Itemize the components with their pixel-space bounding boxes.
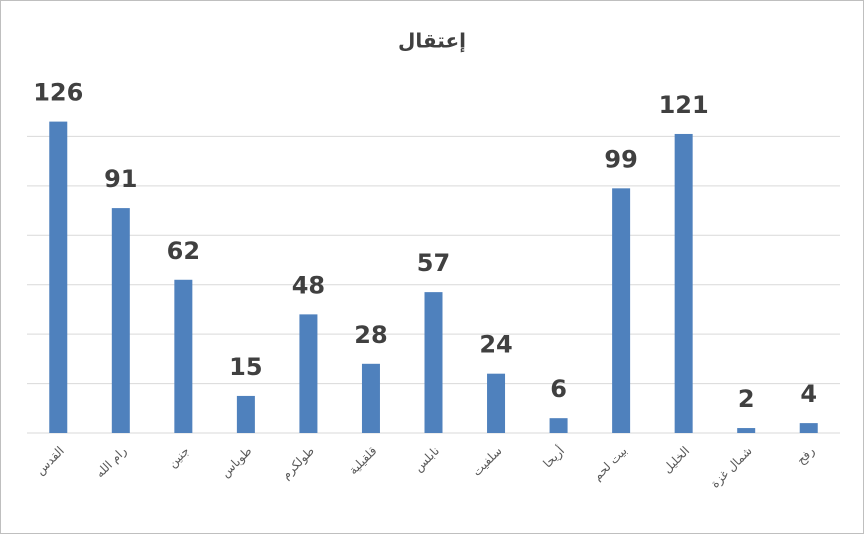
bar — [174, 279, 193, 433]
bar — [49, 121, 68, 433]
data-label: 2 — [738, 385, 755, 413]
bar — [487, 373, 506, 433]
data-label: 121 — [659, 91, 709, 119]
bar — [111, 208, 130, 433]
chart-title: إعتقال — [398, 29, 466, 53]
data-label: 126 — [33, 79, 83, 107]
bar — [799, 423, 818, 433]
data-label: 57 — [417, 249, 450, 277]
data-label: 91 — [104, 165, 137, 193]
data-label: 4 — [800, 380, 817, 408]
bar — [612, 188, 631, 433]
bar — [299, 314, 318, 433]
data-label: 6 — [550, 375, 567, 403]
data-label: 28 — [354, 321, 387, 349]
data-label: 24 — [479, 331, 512, 359]
bar — [424, 292, 443, 433]
data-label: 48 — [292, 271, 325, 299]
data-label: 15 — [229, 353, 262, 381]
data-label: 99 — [604, 145, 637, 173]
bar — [737, 428, 756, 433]
data-label: 62 — [167, 237, 200, 265]
bar — [674, 133, 693, 433]
bar — [361, 363, 380, 433]
bar — [549, 418, 568, 433]
bar — [236, 395, 255, 433]
